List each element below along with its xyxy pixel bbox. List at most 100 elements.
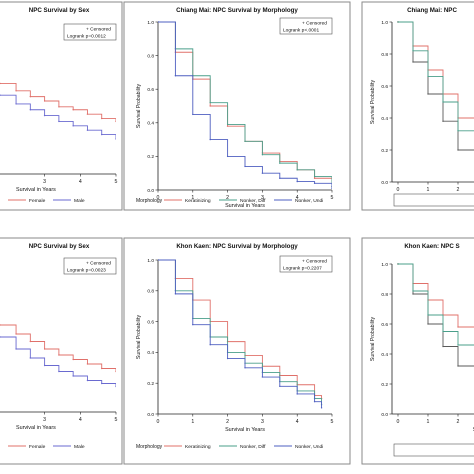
y-tick-label: 1.0 bbox=[381, 20, 388, 26]
data-point bbox=[412, 50, 414, 52]
panel-frame bbox=[123, 1, 351, 211]
x-tick-label: 2 bbox=[226, 419, 229, 425]
y-tick-label: 0.6 bbox=[381, 84, 388, 90]
data-point bbox=[457, 326, 459, 328]
data-point bbox=[261, 172, 264, 174]
data-point bbox=[313, 400, 316, 403]
data-point bbox=[86, 113, 89, 115]
x-tick-label: 3 bbox=[43, 179, 46, 185]
data-point bbox=[296, 169, 298, 171]
data-point bbox=[0, 82, 1, 85]
chart-panel-6: Khon Kaen: NPC S 0 1 2 0.0 0.2 0.4 0.6 0.8 1.0 Sur… bbox=[361, 237, 474, 465]
y-tick-label: 0.2 bbox=[381, 382, 388, 388]
y-tick-label: 0.8 bbox=[147, 289, 154, 295]
data-point bbox=[209, 138, 211, 141]
y-tick-label: 0.4 bbox=[147, 121, 154, 127]
y-tick-label: 0.8 bbox=[147, 53, 154, 59]
x-tick-label: 4 bbox=[296, 195, 299, 201]
x-tick-label: 4 bbox=[296, 419, 299, 425]
x-tick-label: 1 bbox=[191, 419, 194, 425]
data-point bbox=[296, 393, 298, 395]
legend-frame bbox=[393, 193, 474, 207]
legend-label: Male bbox=[74, 444, 85, 450]
chart-title: Chiang Mai: NPC bbox=[407, 7, 457, 14]
y-tick-label: 0.4 bbox=[381, 352, 388, 358]
data-point bbox=[29, 357, 32, 359]
data-point bbox=[43, 364, 46, 367]
data-point bbox=[72, 109, 74, 111]
panel-frame bbox=[0, 237, 123, 465]
data-point bbox=[29, 95, 32, 98]
data-point bbox=[331, 187, 332, 190]
data-point bbox=[261, 154, 264, 156]
stat-box bbox=[279, 255, 333, 273]
data-point bbox=[313, 177, 316, 179]
data-point bbox=[412, 293, 414, 295]
y-tick-label: 1.0 bbox=[147, 258, 154, 264]
y-tick-label: 1.0 bbox=[147, 20, 154, 26]
data-point bbox=[279, 162, 281, 164]
y-tick-label: 0.2 bbox=[381, 148, 388, 154]
data-point bbox=[296, 180, 298, 183]
x-tick-label: 1 bbox=[427, 187, 430, 193]
data-point bbox=[457, 149, 459, 151]
data-point bbox=[0, 324, 1, 326]
data-point bbox=[457, 130, 459, 132]
legend: Female Male bbox=[8, 444, 85, 450]
chart-title: NPC Survival by Sex bbox=[29, 243, 90, 250]
data-point bbox=[397, 21, 399, 23]
series-line-3 bbox=[398, 263, 474, 346]
chart-panel-1: NPC Survival by Sex 3 4 5 Survival in Years +… bbox=[0, 1, 123, 211]
data-point bbox=[209, 344, 211, 346]
x-tick-label: 2 bbox=[457, 187, 460, 193]
data-point bbox=[279, 177, 281, 179]
y-axis-label: Survival Probability bbox=[370, 317, 376, 362]
data-point bbox=[29, 109, 32, 111]
censored-label: + Censored bbox=[302, 21, 327, 27]
data-point bbox=[86, 379, 89, 382]
data-point bbox=[427, 75, 429, 78]
data-point bbox=[442, 345, 444, 348]
legend-label: Nonker, Diff bbox=[240, 444, 266, 450]
x-tick-label: 3 bbox=[261, 419, 264, 425]
data-point bbox=[58, 370, 60, 373]
x-tick-label: 3 bbox=[43, 417, 46, 423]
data-point bbox=[29, 340, 32, 343]
x-axis-label: Su bbox=[473, 427, 474, 433]
series-line-3 bbox=[398, 21, 474, 132]
x-tick-label: 5 bbox=[331, 195, 334, 201]
y-tick-label: 0.6 bbox=[147, 87, 154, 93]
data-point bbox=[244, 140, 246, 142]
y-tick-label: 0.0 bbox=[381, 180, 388, 186]
data-point bbox=[226, 357, 229, 360]
x-tick-label: 1 bbox=[427, 419, 430, 425]
legend-label: Keratinizing bbox=[185, 198, 211, 204]
chart-panel-3: Chiang Mai: NPC 0 1 2 0.0 0.2 0.4 0.6 0.8 1.0 Surv… bbox=[361, 1, 474, 211]
y-tick-label: 0.8 bbox=[381, 52, 388, 58]
data-point bbox=[43, 348, 46, 350]
legend: Female Male bbox=[8, 198, 85, 204]
data-point bbox=[86, 129, 89, 131]
data-point bbox=[0, 94, 1, 96]
data-point bbox=[43, 100, 46, 102]
data-point bbox=[226, 125, 229, 127]
y-axis-label: Survival Probability bbox=[370, 80, 376, 125]
y-tick-label: 0.8 bbox=[381, 292, 388, 298]
data-point bbox=[72, 358, 74, 361]
x-axis-label: Survival in Years bbox=[225, 427, 265, 433]
data-point bbox=[58, 106, 60, 108]
logrank-label: Logrank p=0.0012 bbox=[67, 34, 106, 40]
y-tick-label: 0.2 bbox=[147, 154, 154, 160]
data-point bbox=[412, 61, 414, 63]
data-point bbox=[244, 367, 246, 369]
y-tick-label: 0.0 bbox=[381, 412, 388, 418]
censored-label: + Censored bbox=[86, 27, 111, 33]
x-tick-label: 0 bbox=[397, 187, 400, 193]
x-tick-label: 0 bbox=[397, 419, 400, 425]
data-point bbox=[101, 382, 103, 385]
data-point bbox=[158, 259, 159, 261]
data-point bbox=[427, 323, 429, 325]
data-point bbox=[72, 375, 74, 377]
x-tick-label: 2 bbox=[226, 195, 229, 201]
y-tick-label: 0.0 bbox=[147, 412, 154, 418]
